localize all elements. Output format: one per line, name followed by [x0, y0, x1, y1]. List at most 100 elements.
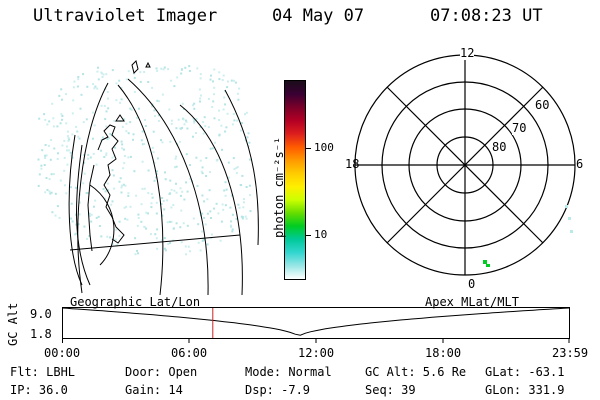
- noise-pixel: [151, 196, 154, 199]
- noise-pixel: [172, 204, 175, 206]
- noise-pixel: [238, 206, 241, 209]
- noise-pixel: [90, 213, 93, 216]
- time-label: 07:08:23 UT: [430, 6, 543, 26]
- info-glon: GLon: 331.9: [485, 383, 565, 397]
- noise-pixel: [152, 151, 155, 154]
- noise-pixel: [48, 190, 51, 193]
- noise-pixel: [169, 179, 172, 182]
- coastline: [87, 60, 151, 252]
- noise-pixel: [230, 220, 233, 223]
- noise-pixel: [125, 78, 128, 81]
- noise-pixel: [44, 191, 47, 194]
- noise-pixel: [155, 201, 158, 204]
- noise-pixel: [192, 135, 194, 138]
- noise-pixel: [174, 166, 176, 169]
- noise-pixel: [104, 190, 107, 193]
- noise-pixel: [185, 181, 188, 184]
- info-door: Door: Open: [125, 365, 198, 379]
- noise-pixel: [161, 93, 164, 96]
- mlt-label-6: 6: [576, 157, 584, 171]
- noise-pixel: [199, 249, 202, 252]
- noise-pixel: [241, 217, 244, 220]
- noise-pixel: [151, 146, 154, 149]
- noise-pixel: [199, 77, 202, 80]
- geographic-image-panel: [37, 60, 259, 295]
- noise-pixel: [123, 155, 126, 157]
- timeline-x-tick-1200: 12:00: [298, 346, 335, 360]
- noise-pixel: [118, 234, 121, 237]
- noise-pixel: [44, 118, 47, 121]
- noise-pixel: [178, 140, 181, 143]
- noise-pixel: [189, 250, 191, 253]
- noise-pixel: [73, 80, 76, 83]
- noise-pixel: [163, 237, 166, 240]
- noise-pixel: [224, 103, 227, 106]
- noise-pixel: [61, 118, 63, 121]
- noise-pixel: [233, 119, 236, 122]
- noise-pixel: [100, 149, 103, 152]
- noise-pixel: [48, 120, 51, 123]
- noise-pixel: [46, 123, 49, 126]
- noise-pixel: [43, 113, 46, 116]
- noise-pixel: [227, 176, 230, 179]
- noise-pixel: [213, 207, 216, 210]
- noise-pixel: [105, 125, 108, 128]
- noise-pixel: [217, 212, 220, 215]
- noise-pixel: [205, 175, 208, 177]
- noise-pixel: [195, 118, 198, 120]
- noise-pixel: [197, 241, 200, 244]
- noise-pixel: [85, 192, 88, 194]
- timeline-x-tick-2359: 23:59: [552, 346, 589, 360]
- noise-pixel: [100, 235, 103, 238]
- noise-pixel: [75, 125, 78, 128]
- noise-pixel: [63, 156, 66, 159]
- noise-pixel: [175, 182, 177, 185]
- noise-pixel: [166, 221, 169, 224]
- noise-pixel: [164, 249, 167, 252]
- noise-pixel: [76, 85, 79, 88]
- noise-pixel: [232, 157, 235, 160]
- noise-pixel: [186, 190, 189, 193]
- noise-pixel: [156, 157, 159, 160]
- noise-pixel: [243, 198, 245, 201]
- noise-pixel: [210, 74, 212, 77]
- noise-pixel: [218, 119, 221, 121]
- noise-pixel: [175, 165, 178, 168]
- noise-pixel: [241, 174, 244, 177]
- noise-pixel: [193, 102, 196, 105]
- noise-pixel: [223, 96, 226, 99]
- noise-pixel: [129, 121, 132, 124]
- noise-pixel: [245, 186, 248, 188]
- noise-pixel: [106, 138, 109, 141]
- noise-pixel: [231, 213, 234, 216]
- noise-pixel: [69, 186, 72, 189]
- noise-pixel: [121, 125, 124, 128]
- noise-pixel: [132, 133, 135, 136]
- noise-pixel: [129, 155, 132, 158]
- timeline-ticks: [62, 338, 570, 343]
- noise-pixel: [38, 173, 41, 176]
- noise-pixel: [211, 147, 214, 150]
- timeline-x-tick-0000: 00:00: [44, 346, 81, 360]
- noise-pixel: [70, 217, 73, 220]
- noise-pixel: [162, 68, 165, 71]
- noise-pixel: [123, 118, 126, 121]
- noise-pixel: [135, 194, 138, 197]
- noise-pixel: [196, 184, 199, 187]
- noise-pixel: [63, 184, 66, 187]
- noise-pixel: [247, 132, 250, 135]
- altitude-curve: [62, 307, 570, 336]
- noise-pixel: [238, 87, 241, 90]
- timeline-right-label: Apex MLat/MLT: [425, 295, 519, 309]
- noise-pixel: [69, 151, 72, 154]
- noise-pixel: [203, 238, 206, 241]
- noise-pixel: [193, 121, 196, 124]
- noise-pixel: [77, 223, 80, 226]
- noise-pixel: [56, 125, 59, 128]
- noise-pixel: [101, 76, 104, 78]
- noise-pixel: [70, 202, 73, 205]
- noise-pixel: [127, 194, 130, 197]
- noise-pixel: [177, 118, 180, 121]
- noise-pixel: [45, 177, 48, 179]
- noise-pixel: [188, 65, 191, 68]
